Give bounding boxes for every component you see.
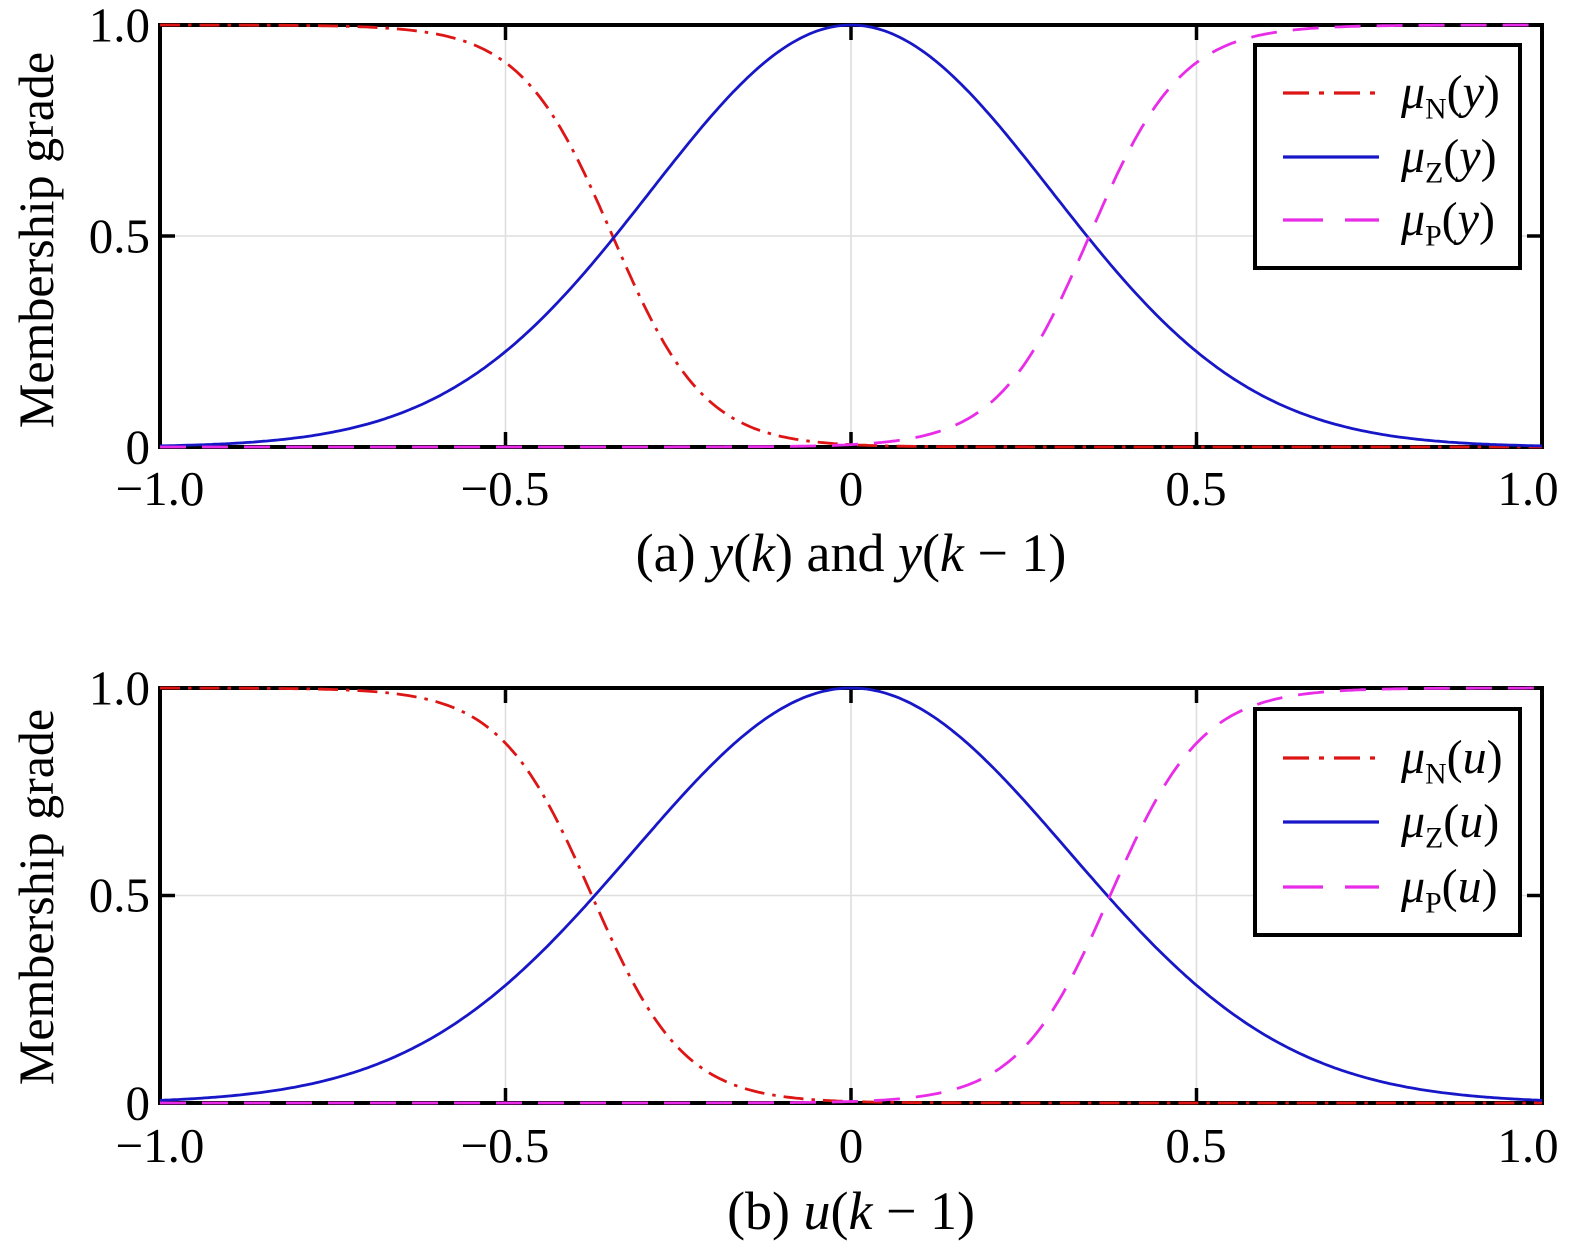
legend-b-line-sample-P	[1283, 884, 1379, 889]
legend-b-label-Z: μZ(u)	[1401, 795, 1500, 855]
legend-a-row-Z: μZ(y)	[1283, 129, 1514, 190]
plot-a	[158, 23, 1544, 449]
legend-b-row-N: μN(u)	[1283, 730, 1514, 791]
plot-b-xtick-0: 0	[838, 1118, 864, 1173]
plot-a-xtick-0.5: 0.5	[1165, 461, 1227, 516]
legend-a-row-P: μP(y)	[1283, 193, 1514, 253]
curve-P	[160, 686, 1542, 1105]
plot-b-xtick--1.0: −1.0	[115, 1118, 205, 1173]
plot-a-xtick--0.5: −0.5	[460, 461, 550, 516]
plot-b-xtick--0.5: −0.5	[460, 1118, 550, 1173]
curve-Z	[159, 686, 1543, 1102]
legend-a-line-sample-Z	[1283, 154, 1379, 159]
plot-a-xtick-1.0: 1.0	[1497, 461, 1559, 516]
plot-b-xtick-1.0: 1.0	[1497, 1118, 1559, 1173]
plot-a-xtick--1.0: −1.0	[115, 461, 205, 516]
legend-b-label-N: μN(u)	[1401, 730, 1503, 791]
legend-b-line-sample-Z	[1283, 820, 1379, 824]
curve-P	[160, 23, 1542, 449]
plot-b-ytick-0.5: 0.5	[88, 867, 150, 923]
legend-b-line-sample-N	[1283, 755, 1379, 760]
legend-a-line-sample-P	[1283, 218, 1379, 222]
curve-Z	[159, 23, 1543, 448]
legend-a-row-N: μN(y)	[1283, 65, 1514, 126]
legend-a-line-sample-N	[1283, 91, 1379, 95]
legend-a-label-P: μP(y)	[1401, 193, 1495, 253]
plot-a-ytick-1.0: 1.0	[88, 0, 150, 53]
plot-b-ytick-0: 0	[125, 1075, 151, 1131]
plot-a-xtick-0: 0	[838, 461, 864, 516]
caption-a: (a) y(k) and y(k − 1)	[635, 523, 1067, 583]
legend-b: μN(u) μZ(u) μP(u)	[1253, 707, 1522, 937]
legend-b-label-P: μP(u)	[1401, 859, 1498, 920]
plot-b-ytick-1.0: 1.0	[88, 660, 150, 716]
plot-a-ytick-0.5: 0.5	[88, 208, 150, 264]
legend-a-label-Z: μZ(y)	[1401, 129, 1497, 190]
plot-b-xtick-0.5: 0.5	[1165, 1118, 1227, 1173]
legend-b-row-Z: μZ(u)	[1283, 795, 1514, 855]
legend-b-row-P: μP(u)	[1283, 859, 1514, 920]
plot-a-axes	[158, 23, 1544, 449]
legend-a: μN(y) μZ(y) μP(y)	[1253, 43, 1522, 270]
caption-b: (b) u(k − 1)	[727, 1181, 975, 1241]
plot-a-ytick-0: 0	[125, 419, 151, 475]
legend-a-label-N: μN(y)	[1401, 65, 1500, 126]
